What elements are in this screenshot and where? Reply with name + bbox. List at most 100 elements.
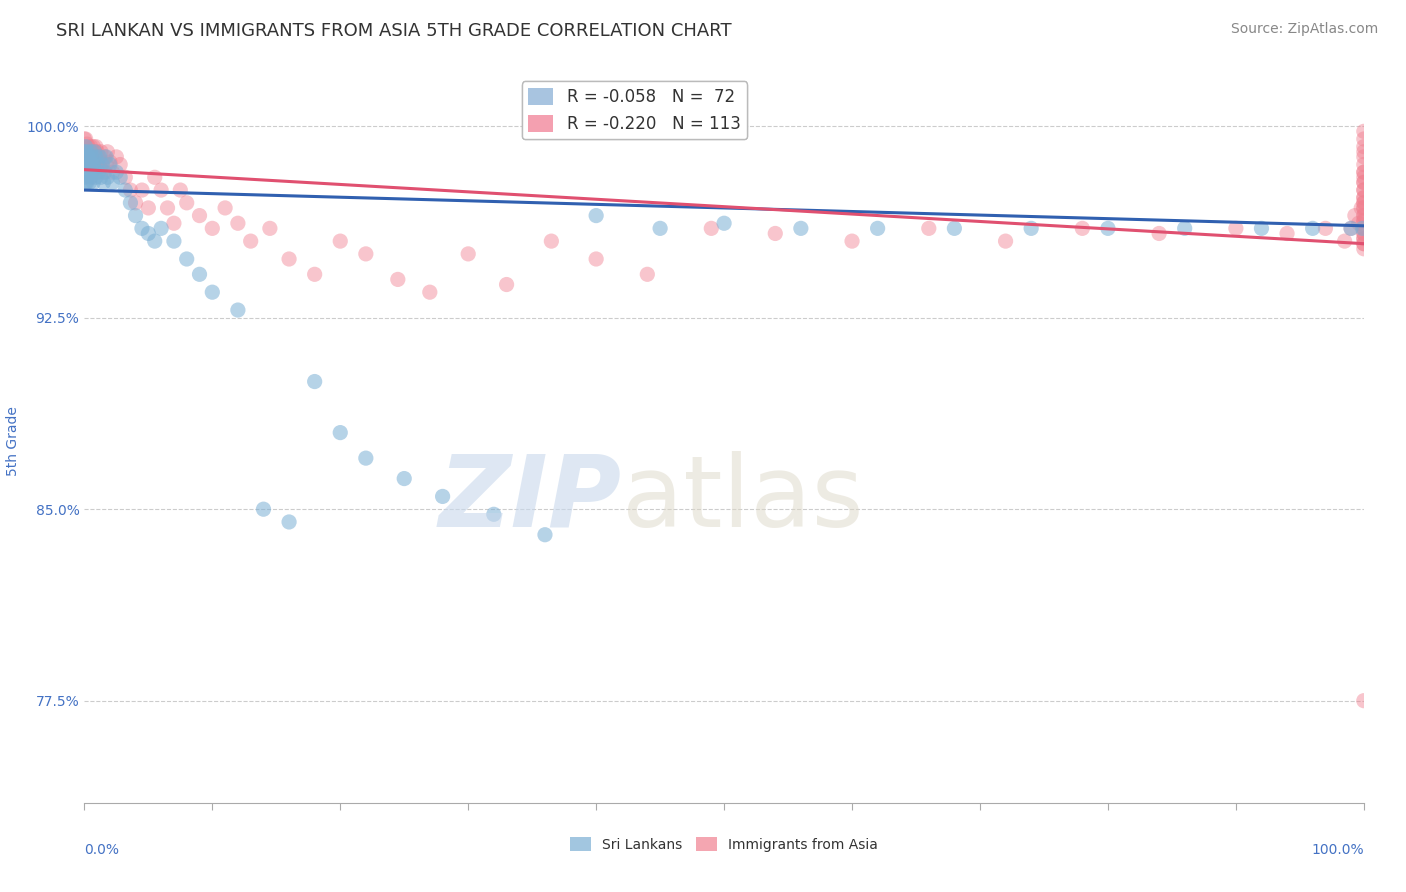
Point [75, 150, 97, 164]
Point [994, 234, 1017, 248]
Point [91, 155, 114, 169]
Point [90, 170, 112, 185]
Point [585, 209, 607, 223]
Point [94, 165, 117, 179]
Point [84, 150, 107, 164]
Point [86, 155, 108, 169]
Point [354, 451, 377, 466]
Point [73, 170, 96, 185]
Point [93, 165, 115, 179]
Point [1353, 231, 1375, 245]
Point [83, 145, 105, 159]
Point [540, 234, 562, 248]
Point [124, 195, 146, 210]
Point [636, 268, 658, 282]
Point [1353, 175, 1375, 189]
Point [124, 209, 146, 223]
Point [1353, 221, 1375, 235]
Point [252, 502, 274, 516]
Point [432, 490, 454, 504]
Point [94, 157, 117, 171]
Point [1353, 145, 1375, 159]
Point [77, 150, 100, 164]
Point [75, 139, 97, 153]
Point [387, 272, 409, 286]
Point [1353, 183, 1375, 197]
Point [87, 150, 110, 164]
Point [278, 515, 301, 529]
Point [1351, 221, 1374, 235]
Point [1147, 227, 1170, 241]
Point [201, 285, 224, 300]
Point [76, 150, 98, 164]
Point [82, 150, 104, 164]
Point [75, 145, 97, 159]
Point [120, 195, 142, 210]
Point [1353, 213, 1375, 227]
Point [259, 221, 281, 235]
Point [1347, 216, 1369, 230]
Point [1353, 213, 1375, 227]
Point [1225, 221, 1247, 235]
Point [73, 132, 96, 146]
Point [76, 157, 98, 171]
Point [1353, 183, 1375, 197]
Point [76, 175, 98, 189]
Point [1340, 221, 1362, 235]
Point [108, 170, 131, 185]
Point [329, 425, 352, 440]
Point [763, 227, 786, 241]
Point [79, 175, 101, 189]
Point [1344, 209, 1367, 223]
Point [90, 145, 112, 159]
Text: 100.0%: 100.0% [1312, 843, 1364, 856]
Point [394, 472, 416, 486]
Point [80, 157, 103, 171]
Point [304, 268, 326, 282]
Point [79, 155, 101, 169]
Point [94, 150, 117, 164]
Point [82, 139, 104, 153]
Point [77, 150, 100, 164]
Point [1353, 157, 1375, 171]
Point [131, 221, 153, 235]
Point [163, 216, 186, 230]
Point [1250, 221, 1272, 235]
Point [1353, 124, 1375, 138]
Point [80, 145, 103, 159]
Point [96, 145, 118, 159]
Text: ZIP: ZIP [439, 450, 621, 548]
Point [73, 145, 96, 159]
Point [79, 145, 101, 159]
Point [83, 162, 105, 177]
Point [75, 175, 97, 189]
Point [1353, 170, 1375, 185]
Point [1353, 191, 1375, 205]
Point [1353, 236, 1375, 251]
Point [101, 175, 124, 189]
Point [1353, 150, 1375, 164]
Point [89, 150, 111, 164]
Point [82, 157, 104, 171]
Point [482, 508, 505, 522]
Point [534, 527, 557, 541]
Point [91, 157, 114, 171]
Point [84, 139, 107, 153]
Point [138, 227, 160, 241]
Legend: R = -0.058   N =  72, R = -0.220   N = 113: R = -0.058 N = 72, R = -0.220 N = 113 [522, 81, 748, 139]
Point [77, 165, 100, 179]
Point [1353, 242, 1375, 256]
Point [80, 170, 103, 185]
Point [82, 175, 104, 189]
Point [77, 160, 100, 174]
Point [1019, 221, 1042, 235]
Point [1353, 236, 1375, 251]
Point [143, 170, 166, 185]
Point [75, 165, 97, 179]
Point [841, 234, 863, 248]
Point [585, 252, 607, 266]
Point [93, 175, 115, 189]
Point [1353, 231, 1375, 245]
Point [1353, 209, 1375, 223]
Point [1353, 139, 1375, 153]
